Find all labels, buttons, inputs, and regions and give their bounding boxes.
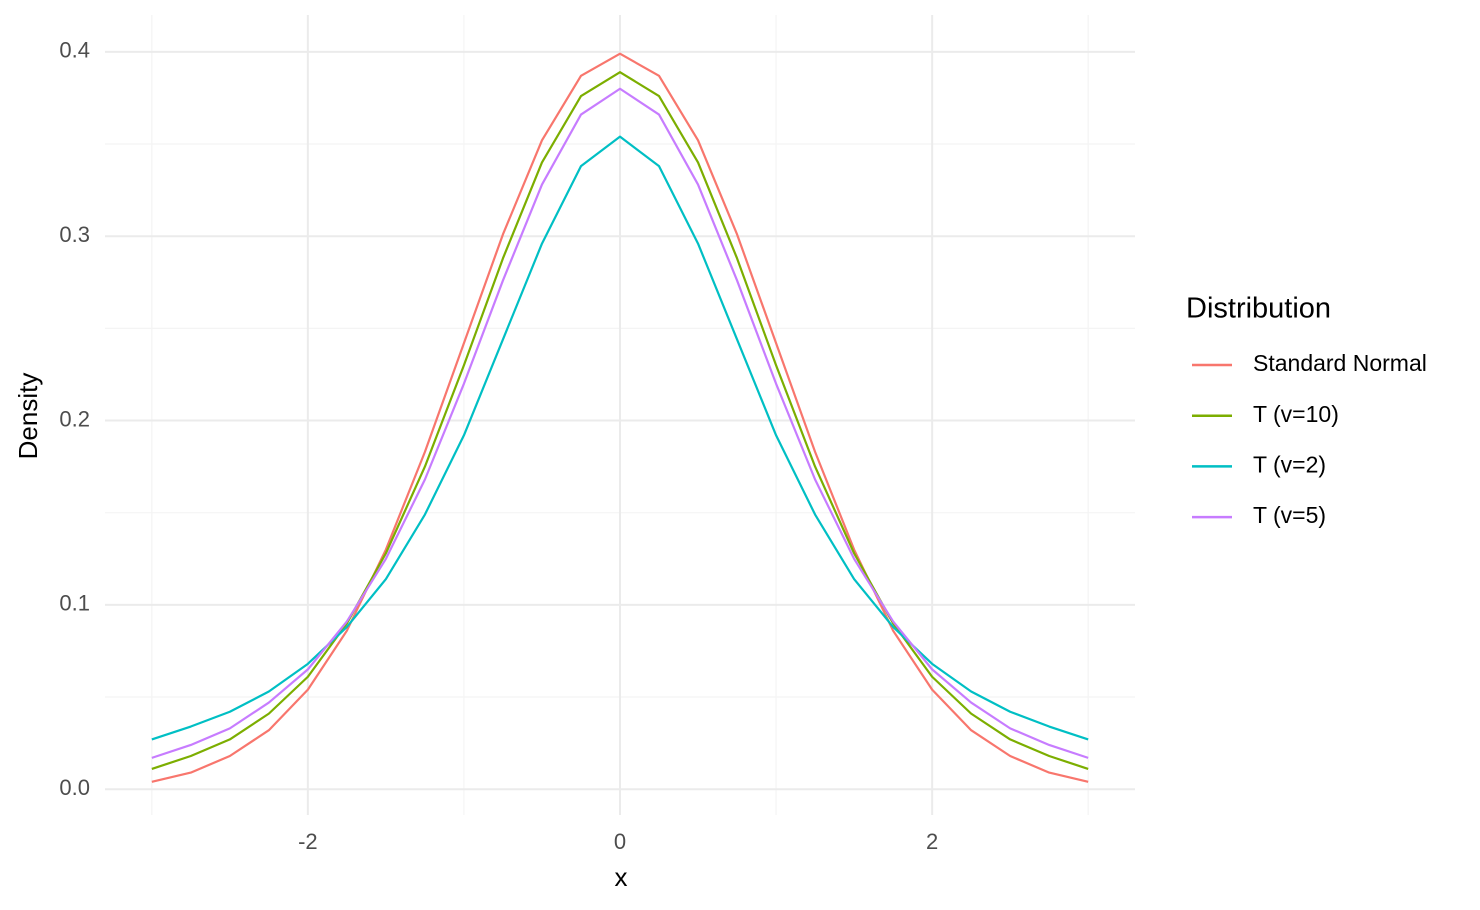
line (151, 52, 1089, 783)
x-tick-label: -2 (298, 829, 318, 854)
legend-label: T (v=2) (1253, 451, 1326, 477)
y-tick-label: 0.2 (59, 406, 90, 431)
y-tick-label: 0.4 (59, 38, 90, 63)
line (151, 135, 1089, 741)
line (151, 71, 1089, 770)
x-tick-label: 0 (614, 829, 626, 854)
legend-label: T (v=10) (1253, 401, 1339, 427)
y-axis-label: Density (13, 373, 43, 460)
legend-label: T (v=5) (1253, 502, 1326, 528)
y-tick-label: 0.1 (59, 591, 90, 616)
x-axis-label: x (615, 862, 628, 892)
line (151, 87, 1089, 759)
legend-label: Standard Normal (1253, 350, 1427, 376)
legend-title: Distribution (1186, 293, 1331, 325)
x-tick-label: 2 (926, 829, 938, 854)
y-tick-label: 0.0 (59, 775, 90, 800)
y-tick-label: 0.3 (59, 222, 90, 247)
